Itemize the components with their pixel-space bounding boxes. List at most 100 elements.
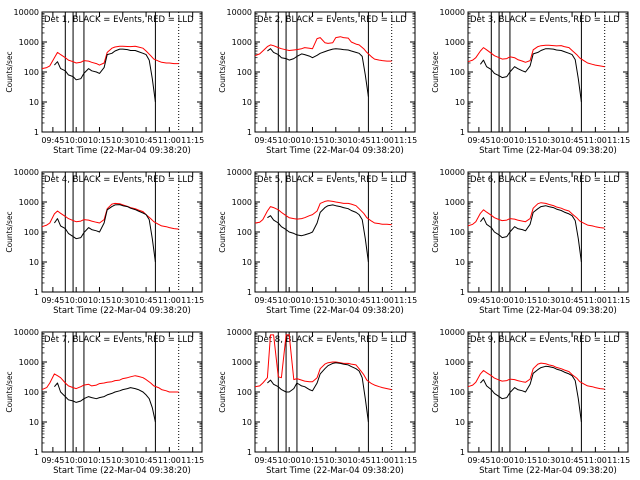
- x-axis-label: Start Time (22-Mar-04 09:38:20): [53, 306, 191, 316]
- x-tick-label: 11:15: [394, 136, 417, 145]
- y-tick-label: 1: [34, 288, 39, 297]
- y-tick-label: 1000: [445, 198, 465, 207]
- chart-panel-3: Det 3, BLACK = Events, RED = LLD 1 10 100 10…: [431, 8, 630, 156]
- chart-title: Det 8, BLACK = Events, RED = LLD: [257, 335, 407, 345]
- y-tick-label: 1000: [19, 38, 39, 47]
- x-tick-label: 10:00: [278, 136, 301, 145]
- x-tick-label: 10:45: [135, 456, 158, 465]
- x-tick-label: 11:15: [181, 456, 204, 465]
- x-tick-label: 10:45: [561, 296, 584, 305]
- x-tick-label: 10:30: [537, 296, 560, 305]
- x-tick-label: 10:45: [561, 456, 584, 465]
- y-tick-label: 10000: [440, 168, 465, 177]
- y-tick-label: 10000: [227, 168, 252, 177]
- y-tick-label: 1: [247, 288, 252, 297]
- chart-panel-8: Det 8, BLACK = Events, RED = LLD 1 10 100 10…: [218, 328, 417, 476]
- x-tick-label: 10:30: [537, 456, 560, 465]
- x-tick-label: 09:45: [41, 136, 64, 145]
- events-series-line: [54, 48, 156, 103]
- x-tick-label: 10:00: [278, 296, 301, 305]
- lld-series-line: [41, 45, 179, 70]
- y-tick-label: 1000: [232, 38, 252, 47]
- x-tick-label: 11:00: [371, 136, 394, 145]
- plot-frame: [254, 171, 416, 293]
- x-tick-label: 10:30: [537, 136, 560, 145]
- events-series-line: [480, 365, 582, 423]
- x-axis-label: Start Time (22-Mar-04 09:38:20): [53, 146, 191, 156]
- lld-series-line: [41, 202, 179, 230]
- y-tick-label: 100: [450, 228, 465, 237]
- chart-title: Det 5, BLACK = Events, RED = LLD: [257, 175, 407, 185]
- y-tick-label: 1: [247, 128, 252, 137]
- x-tick-label: 10:00: [491, 136, 514, 145]
- x-tick-label: 11:15: [394, 296, 417, 305]
- x-tick-label: 11:15: [394, 456, 417, 465]
- x-tick-label: 09:45: [254, 296, 277, 305]
- x-axis-label: Start Time (22-Mar-04 09:38:20): [479, 306, 617, 316]
- x-tick-label: 11:15: [607, 456, 630, 465]
- x-tick-label: 11:00: [584, 296, 607, 305]
- plot-frame: [467, 11, 629, 133]
- y-axis-label: Counts/sec: [5, 211, 14, 252]
- x-axis-label: Start Time (22-Mar-04 09:38:20): [266, 306, 404, 316]
- y-tick-label: 1: [34, 128, 39, 137]
- x-tick-label: 10:30: [324, 136, 347, 145]
- y-tick-label: 1000: [232, 198, 252, 207]
- lld-series-line: [254, 36, 392, 62]
- events-series-line: [479, 48, 582, 103]
- chart-panel-9: Det 9, BLACK = Events, RED = LLD 1 10 100 10…: [431, 328, 630, 476]
- x-tick-label: 09:45: [467, 456, 490, 465]
- y-tick-label: 1000: [445, 38, 465, 47]
- y-tick-label: 1: [460, 288, 465, 297]
- x-tick-label: 11:15: [607, 296, 630, 305]
- chart-panel-1: Det 1, BLACK = Events, RED = LLD 1 10 100 10…: [5, 8, 204, 156]
- x-tick-label: 11:00: [371, 296, 394, 305]
- y-axis-label: Counts/sec: [431, 51, 440, 92]
- lld-series-line: [41, 373, 179, 393]
- chart-panel-7: Det 7, BLACK = Events, RED = LLD 1 10 100 10…: [5, 328, 204, 476]
- y-tick-label: 1: [247, 448, 252, 457]
- y-tick-label: 10000: [440, 328, 465, 337]
- x-tick-label: 09:45: [467, 296, 490, 305]
- y-tick-label: 10: [242, 258, 252, 267]
- chart-panel-2: Det 2, BLACK = Events, RED = LLD 1 10 100 10…: [218, 8, 417, 156]
- events-series-line: [267, 48, 369, 97]
- y-tick-label: 10: [29, 98, 39, 107]
- lld-series-line: [467, 44, 605, 68]
- y-tick-label: 1000: [19, 358, 39, 367]
- y-axis-label: Counts/sec: [431, 211, 440, 252]
- plot-frame: [254, 331, 416, 453]
- lld-series-line: [254, 334, 392, 391]
- plot-frame: [254, 11, 416, 133]
- x-tick-label: 09:45: [254, 136, 277, 145]
- y-tick-label: 10: [455, 418, 465, 427]
- events-series-line: [480, 205, 582, 263]
- x-tick-label: 09:45: [41, 296, 64, 305]
- x-tick-label: 11:00: [584, 136, 607, 145]
- y-tick-label: 10: [242, 98, 252, 107]
- events-series-line: [54, 382, 156, 423]
- y-tick-label: 10000: [14, 168, 39, 177]
- events-series-line: [53, 204, 156, 263]
- y-axis-label: Counts/sec: [5, 51, 14, 92]
- y-axis-label: Counts/sec: [5, 371, 14, 412]
- y-tick-label: 10: [242, 418, 252, 427]
- x-tick-label: 10:15: [301, 456, 324, 465]
- x-tick-label: 10:30: [324, 296, 347, 305]
- y-tick-label: 1: [34, 448, 39, 457]
- y-tick-label: 10000: [440, 8, 465, 17]
- x-axis-label: Start Time (22-Mar-04 09:38:20): [479, 146, 617, 156]
- x-axis-label: Start Time (22-Mar-04 09:38:20): [266, 146, 404, 156]
- y-tick-label: 10000: [14, 8, 39, 17]
- y-axis-label: Counts/sec: [431, 371, 440, 412]
- lld-series-line: [467, 362, 605, 390]
- lld-series-line: [467, 202, 605, 229]
- x-tick-label: 11:00: [371, 456, 394, 465]
- chart-panel-6: Det 6, BLACK = Events, RED = LLD 1 10 100 10…: [431, 168, 630, 316]
- x-tick-label: 09:45: [41, 456, 64, 465]
- y-tick-label: 100: [237, 68, 252, 77]
- x-tick-label: 10:00: [65, 136, 88, 145]
- y-tick-label: 10: [455, 98, 465, 107]
- x-tick-label: 10:45: [348, 456, 371, 465]
- x-tick-label: 10:15: [88, 456, 111, 465]
